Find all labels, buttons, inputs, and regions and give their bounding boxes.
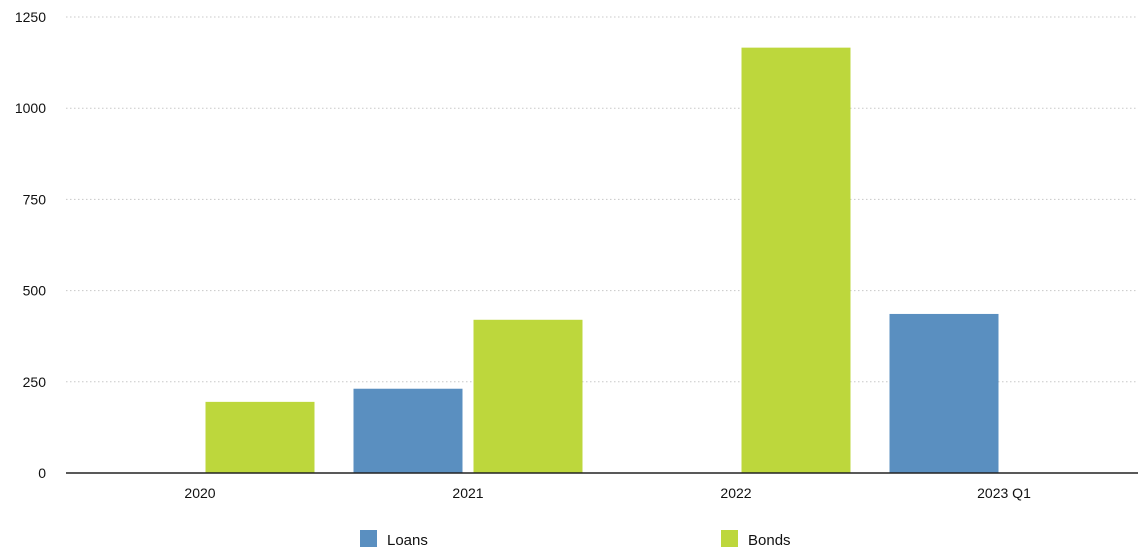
y-tick-label: 1000 [15,100,46,116]
bar-loans-2023-q1 [889,313,999,473]
bar-bonds-2022 [741,47,851,474]
y-tick-label: 500 [23,283,47,299]
legend: Loans Bonds [360,530,791,549]
legend-swatch [360,530,377,547]
y-tick-label: 1250 [15,9,46,25]
x-axis-ticks: 2020 2021 2022 2023 Q1 [184,485,1031,501]
x-tick-label: 2022 [720,485,751,501]
x-tick-label: 2020 [184,485,215,501]
x-tick-label: 2021 [452,485,483,501]
y-tick-label: 0 [38,465,46,481]
bar-loans-2021 [353,388,463,473]
legend-item-loans: Loans [360,530,428,549]
legend-label: Loans [387,532,428,549]
legend-label: Bonds [748,532,791,549]
bar-bonds-2021 [473,319,583,473]
legend-swatch [721,530,738,547]
x-tick-label: 2023 Q1 [977,485,1031,501]
legend-item-bonds: Bonds [721,530,791,549]
y-axis-ticks: 0 250 500 750 1000 1250 [15,9,46,481]
y-tick-label: 250 [23,374,47,390]
y-tick-label: 750 [23,191,47,207]
bars [205,47,999,474]
bar-bonds-2020 [205,401,315,473]
